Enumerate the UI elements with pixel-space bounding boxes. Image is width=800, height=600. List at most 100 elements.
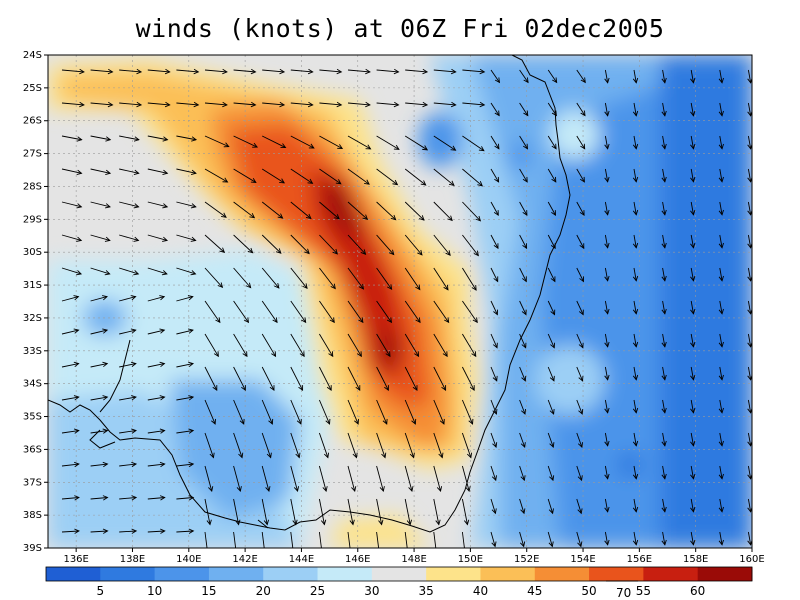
wind-vector-head (159, 328, 166, 334)
wind-vector (290, 102, 313, 106)
wind-vector (519, 102, 529, 116)
wind-vector-head (73, 295, 80, 301)
wind-vector (61, 363, 79, 368)
wind-vector-head (690, 110, 696, 117)
wind-vector-head (604, 374, 610, 381)
wind-vector-head (690, 77, 696, 84)
wind-vector (747, 333, 752, 347)
wind-vector (147, 530, 165, 533)
wind-vector (576, 300, 584, 315)
wind-vector-head (130, 361, 137, 368)
wind-vector (690, 498, 694, 512)
wind-vector (61, 135, 82, 141)
wind-vector-head (102, 461, 109, 468)
wind-vector-head (215, 317, 221, 324)
wind-vector (433, 135, 456, 151)
wind-vector (347, 366, 361, 391)
wind-vector-head (492, 375, 498, 382)
colorbar-label: 20 (256, 584, 271, 598)
wind-vector-head (632, 440, 639, 447)
wind-vector (604, 201, 609, 215)
wind-vector (318, 531, 322, 548)
wind-vector-head (408, 486, 414, 493)
wind-vector-head (661, 506, 667, 513)
wind-vector (433, 234, 451, 256)
wind-vector (147, 102, 170, 106)
longitude-tick-label: 136E (63, 554, 88, 565)
wind-vector-head (76, 236, 83, 242)
wind-vector-head (162, 203, 169, 209)
wind-vector-head (133, 270, 140, 276)
wind-vector (147, 363, 165, 368)
wind-vector-head (102, 528, 109, 534)
wind-vector (462, 267, 477, 291)
wind-vector (576, 234, 585, 249)
wind-vector (176, 363, 194, 368)
wind-vector-head (661, 374, 667, 381)
wind-vector-head (334, 214, 340, 220)
wind-vector-head (463, 519, 470, 526)
wind-vector (519, 201, 528, 216)
wind-vector-head (188, 361, 195, 368)
wind-vector (747, 201, 752, 215)
wind-vector-head (632, 275, 639, 282)
wind-vector (90, 329, 108, 335)
wind-vector (519, 498, 525, 514)
latitude-tick-label: 24S (23, 50, 42, 61)
wind-vector-head (131, 528, 138, 534)
wind-vector-head (548, 541, 554, 548)
wind-vector-head (522, 143, 529, 150)
longitude-tick-label: 144E (289, 554, 314, 565)
wind-vector-head (263, 519, 270, 526)
wind-vector (233, 531, 237, 548)
wind-vector-head (435, 519, 441, 526)
wind-vector-head (661, 209, 667, 216)
wind-vector-head (272, 317, 278, 324)
colorbar-swatch (208, 567, 264, 581)
wind-vector (319, 267, 336, 289)
wind-vector (576, 432, 583, 448)
wind-vector (662, 498, 666, 512)
wind-vector-head (471, 351, 477, 358)
wind-vector (576, 498, 582, 514)
wind-vector (662, 465, 666, 479)
wind-vector (204, 102, 227, 106)
wind-vector (662, 201, 666, 215)
wind-vector (318, 366, 332, 391)
wind-vector (90, 135, 111, 141)
wind-vector-head (131, 495, 138, 501)
wind-vector (490, 300, 498, 315)
wind-vector (176, 497, 194, 500)
wind-vector-head (358, 317, 364, 324)
wind-vector (204, 498, 211, 525)
wind-vector (318, 498, 325, 525)
wind-vector-head (131, 428, 138, 434)
wind-vector (690, 300, 694, 314)
wind-vector (261, 333, 276, 357)
wind-vector-head (304, 248, 310, 255)
wind-vector (490, 201, 499, 216)
wind-vector-head (422, 101, 429, 108)
wind-vector (147, 201, 168, 208)
wind-vector-head (102, 295, 108, 301)
wind-vector-head (438, 452, 444, 459)
wind-vector (519, 135, 528, 149)
colorbar-label: 25 (310, 584, 325, 598)
wind-vector (90, 463, 108, 467)
wind-vector (290, 498, 297, 525)
wind-vector-head (219, 247, 226, 254)
longitude-tick-label: 160E (739, 554, 764, 565)
wind-vector (662, 432, 666, 446)
wind-vector-head (579, 243, 585, 250)
wind-vector-head (604, 440, 610, 447)
longitude-tick-label: 142E (232, 554, 257, 565)
wind-vector-head (250, 177, 257, 183)
wind-vector-head (520, 442, 526, 449)
wind-vector-head (520, 475, 526, 482)
wind-vector (690, 267, 694, 281)
wind-vector (61, 102, 84, 106)
wind-vector-head (450, 101, 457, 108)
wind-vector-head (222, 177, 229, 183)
wind-vector-head (379, 486, 385, 493)
wind-vector (147, 396, 165, 401)
